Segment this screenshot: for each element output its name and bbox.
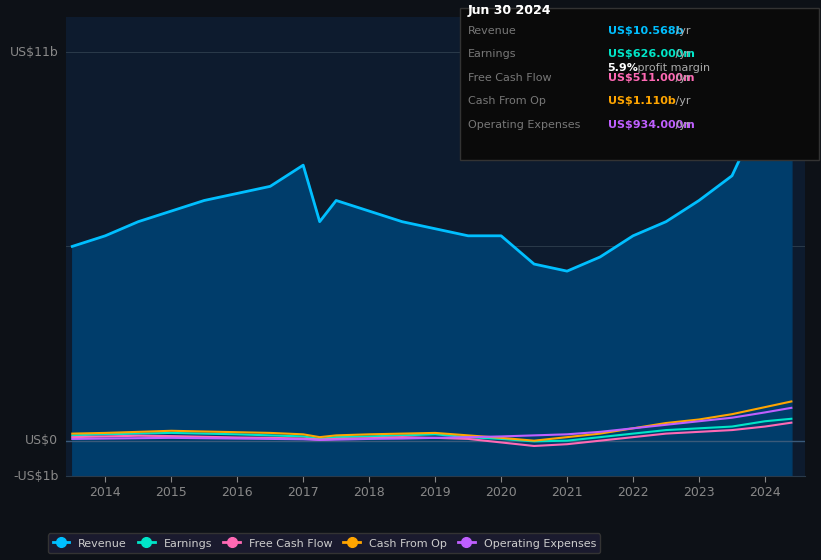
Text: US$1.110b: US$1.110b bbox=[608, 96, 676, 106]
Text: US$10.568b: US$10.568b bbox=[608, 26, 683, 36]
Text: Operating Expenses: Operating Expenses bbox=[468, 120, 580, 130]
Text: profit margin: profit margin bbox=[634, 63, 710, 73]
Text: US$511.000m: US$511.000m bbox=[608, 73, 694, 83]
Text: US$934.000m: US$934.000m bbox=[608, 120, 695, 130]
Text: /yr: /yr bbox=[672, 120, 690, 130]
Text: /yr: /yr bbox=[672, 26, 690, 36]
Text: 5.9%: 5.9% bbox=[608, 63, 639, 73]
Text: Jun 30 2024: Jun 30 2024 bbox=[468, 4, 552, 17]
Text: Cash From Op: Cash From Op bbox=[468, 96, 546, 106]
Text: US$626.000m: US$626.000m bbox=[608, 49, 695, 59]
Text: /yr: /yr bbox=[672, 26, 690, 36]
Text: Jun 30 2024: Jun 30 2024 bbox=[468, 4, 552, 17]
Text: /yr: /yr bbox=[672, 96, 690, 106]
Text: Earnings: Earnings bbox=[468, 49, 516, 59]
Text: /yr: /yr bbox=[672, 96, 690, 106]
Text: /yr: /yr bbox=[672, 49, 690, 59]
Text: Cash From Op: Cash From Op bbox=[468, 96, 546, 106]
Text: US$1.110b: US$1.110b bbox=[608, 96, 676, 106]
Text: /yr: /yr bbox=[672, 73, 690, 83]
Text: Free Cash Flow: Free Cash Flow bbox=[468, 73, 552, 83]
Text: US$626.000m: US$626.000m bbox=[608, 49, 695, 59]
Text: US$0: US$0 bbox=[25, 434, 58, 447]
Text: -US$1b: -US$1b bbox=[13, 469, 58, 483]
Text: US$11b: US$11b bbox=[10, 45, 58, 59]
Text: Revenue: Revenue bbox=[468, 26, 516, 36]
Text: US$511.000m: US$511.000m bbox=[608, 73, 694, 83]
Text: US$934.000m: US$934.000m bbox=[608, 120, 695, 130]
Text: Revenue: Revenue bbox=[468, 26, 516, 36]
Text: Operating Expenses: Operating Expenses bbox=[468, 120, 580, 130]
Text: US$10.568b: US$10.568b bbox=[608, 26, 683, 36]
Text: 5.9%: 5.9% bbox=[608, 63, 639, 73]
Text: /yr: /yr bbox=[672, 49, 690, 59]
Text: Earnings: Earnings bbox=[468, 49, 516, 59]
Text: profit margin: profit margin bbox=[634, 63, 710, 73]
Text: Free Cash Flow: Free Cash Flow bbox=[468, 73, 552, 83]
Text: /yr: /yr bbox=[672, 120, 690, 130]
Legend: Revenue, Earnings, Free Cash Flow, Cash From Op, Operating Expenses: Revenue, Earnings, Free Cash Flow, Cash … bbox=[48, 534, 600, 553]
Text: /yr: /yr bbox=[672, 73, 690, 83]
